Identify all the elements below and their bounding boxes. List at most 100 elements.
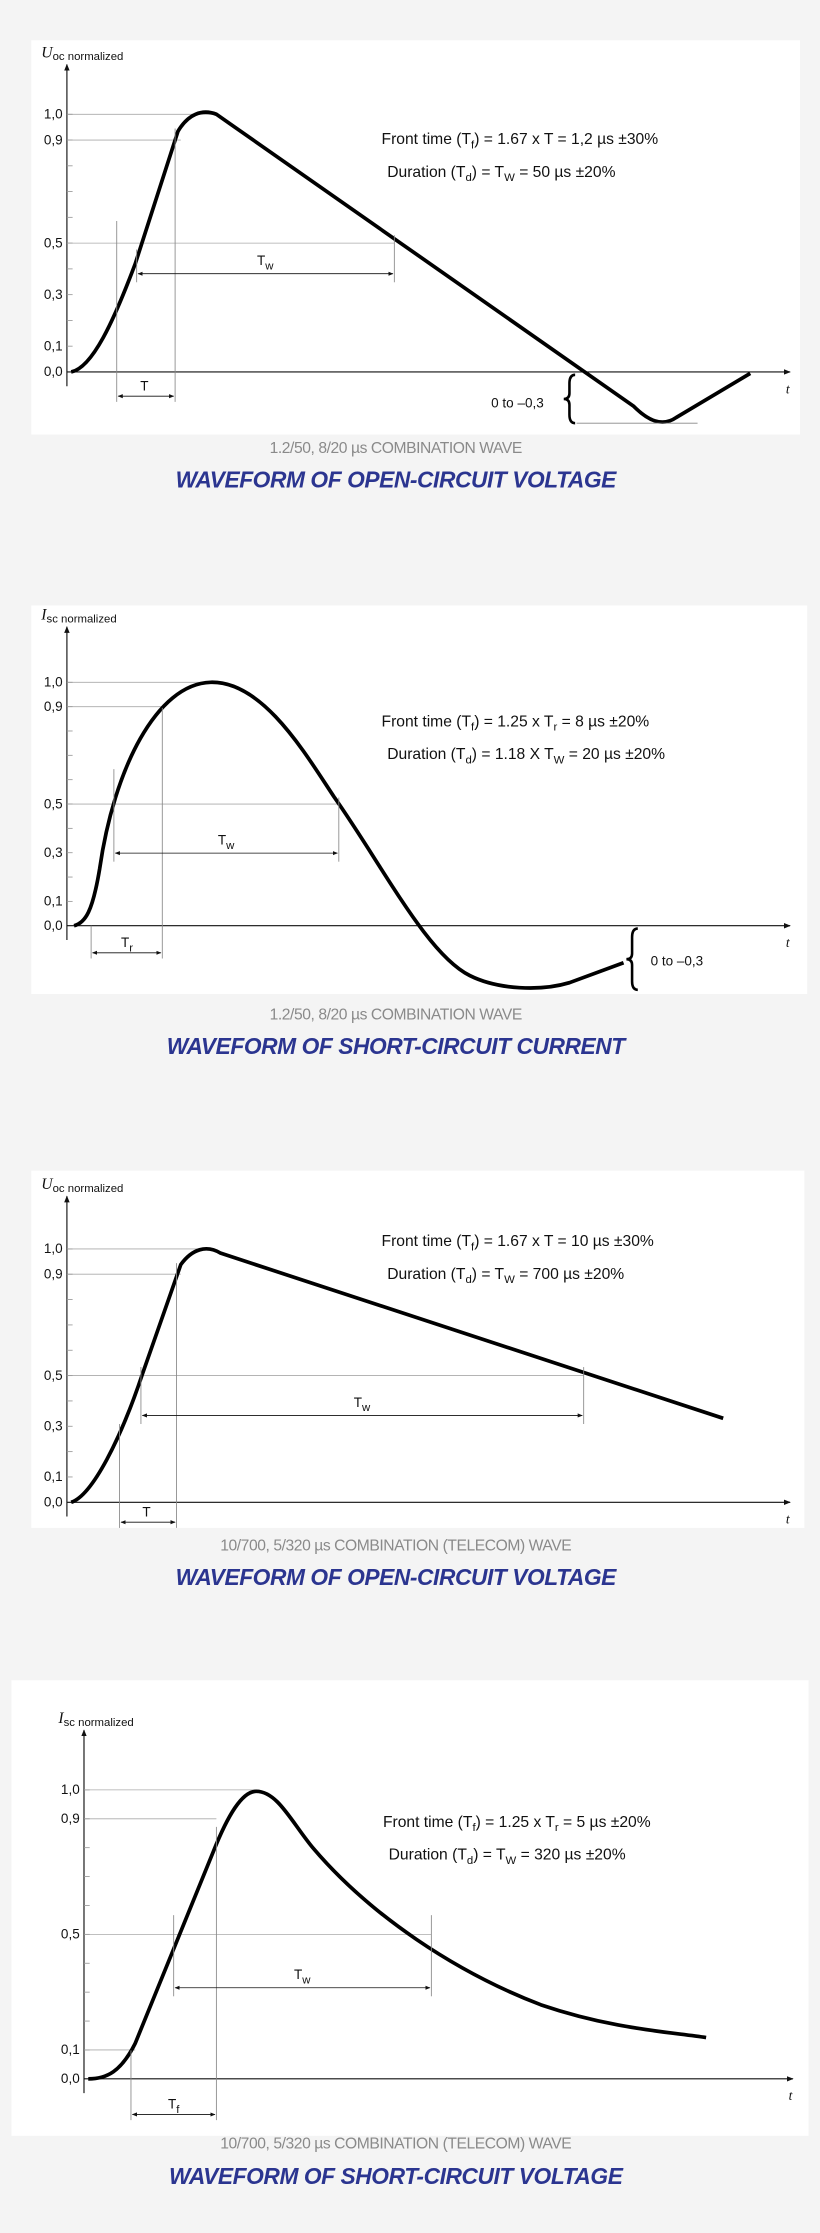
width-label: Tw <box>257 253 274 272</box>
panel-background <box>31 605 808 995</box>
duration-part: ) = 1.18 X T <box>472 746 554 763</box>
rise-label-part: f <box>176 2104 180 2116</box>
y-tick-label: 0,5 <box>44 1368 63 1383</box>
y-tick-label: 0,3 <box>44 845 63 860</box>
rise-label-part: T <box>168 2097 176 2112</box>
duration-part: W <box>506 1855 517 1867</box>
y-symbol: U <box>41 44 54 61</box>
rise-label: Tf <box>168 2097 180 2116</box>
front-time: Front time (Tf) = 1.25 x Tr = 8 µs ±20% <box>382 713 650 733</box>
y-tick-label: 0,9 <box>44 699 63 714</box>
rise-label: T <box>142 1505 150 1520</box>
caption: 1.2/50, 8/20 µs COMBINATION WAVE <box>270 1007 522 1024</box>
front-time-part: r <box>553 722 557 734</box>
brace <box>626 927 638 992</box>
rise-label: T <box>140 378 148 393</box>
y-symbol: I <box>40 607 47 624</box>
y-tick-label: 0,0 <box>44 1495 63 1510</box>
front-time-part: Front time (T <box>382 713 472 730</box>
rise-label-part: T <box>142 1505 150 1520</box>
duration-part: ) = T <box>472 164 505 181</box>
width-label: Tw <box>218 833 235 852</box>
duration-part: d <box>465 1274 471 1286</box>
front-time-part: r <box>555 1822 559 1834</box>
front-time-part: Front time (T <box>382 1233 472 1250</box>
front-time-part: ) = 1.25 x T <box>474 713 554 730</box>
front-time: Front time (Tf) = 1.67 x T = 1,2 µs ±30% <box>382 131 659 151</box>
y-axis-label: Uoc normalized <box>41 44 123 63</box>
y-tick-label: 0,0 <box>44 364 63 379</box>
width-label-part: T <box>354 1395 362 1410</box>
y-tick-label: 0,3 <box>44 287 63 302</box>
y-tick-label: 0,1 <box>44 1469 63 1484</box>
width-label-part: w <box>264 260 274 272</box>
front-time-part: f <box>471 722 475 734</box>
undershoot-label: 0 to –0,3 <box>491 396 544 411</box>
y-symbol: U <box>41 1176 54 1193</box>
front-time-part: f <box>471 139 475 151</box>
waveform-curve <box>70 1247 724 1505</box>
duration-part: W <box>554 754 565 766</box>
duration-part: d <box>465 754 471 766</box>
y-tick-label: 1,0 <box>44 107 63 122</box>
waveform-curve <box>70 110 752 424</box>
duration-part: = 700 µs ±20% <box>515 1266 624 1283</box>
duration-part: W <box>504 172 515 184</box>
duration: Duration (Td) = TW = 700 µs ±20% <box>387 1266 624 1286</box>
width-label-part: w <box>301 1974 311 1986</box>
duration-part: Duration (T <box>387 164 466 181</box>
duration-part: = 20 µs ±20% <box>564 746 665 763</box>
width-label-part: w <box>361 1402 371 1414</box>
x-axis-label: t <box>786 1512 791 1527</box>
duration-part: Duration (T <box>387 1266 466 1283</box>
rise-label-part: T <box>121 935 129 950</box>
y-tick-label: 0,0 <box>44 918 63 933</box>
waveform-curve <box>73 680 625 990</box>
panel-background <box>11 1680 809 2136</box>
y-axis-label: Isc normalized <box>57 1710 133 1729</box>
y-tick-label: 1,0 <box>44 675 63 690</box>
y-tick-label: 0,5 <box>44 235 63 250</box>
duration-part: = 320 µs ±20% <box>516 1847 625 1864</box>
y-tick-label: 0,5 <box>44 796 63 811</box>
width-label-part: T <box>218 833 226 848</box>
brace <box>563 373 576 425</box>
front-time-part: ) = 1.25 x T <box>476 1814 556 1831</box>
front-time-part: Front time (T <box>383 1814 473 1831</box>
duration-part: Duration (T <box>389 1847 468 1864</box>
x-axis-label: t <box>786 381 791 396</box>
duration-part: ) = T <box>472 1266 505 1283</box>
caption: 1.2/50, 8/20 µs COMBINATION WAVE <box>270 440 522 457</box>
y-subscript: oc normalized <box>53 1183 124 1195</box>
panel-title: WAVEFORM OF OPEN-CIRCUIT VOLTAGE <box>176 1564 618 1590</box>
y-tick-label: 0,9 <box>44 1267 63 1282</box>
front-time: Front time (Tf) = 1.67 x T = 10 µs ±30% <box>382 1233 654 1253</box>
x-axis-label: t <box>786 935 791 950</box>
y-symbol: I <box>57 1710 64 1727</box>
waveform-curve <box>88 1789 707 2081</box>
rise-label: Tr <box>121 935 133 954</box>
y-tick-label: 0,0 <box>61 2071 80 2086</box>
y-tick-label: 0,1 <box>44 338 63 353</box>
panel-background <box>31 40 801 435</box>
rise-label-part: r <box>129 942 133 954</box>
width-label-part: T <box>294 1967 302 1982</box>
front-time-part: f <box>472 1822 476 1834</box>
caption: 10/700, 5/320 µs COMBINATION (TELECOM) W… <box>220 2136 571 2153</box>
y-tick-label: 0,3 <box>44 1419 63 1434</box>
width-label-part: T <box>257 253 265 268</box>
front-time-part: f <box>471 1241 475 1253</box>
panel-title: WAVEFORM OF OPEN-CIRCUIT VOLTAGE <box>176 466 618 492</box>
panel-background <box>31 1170 805 1528</box>
duration-part: = 50 µs ±20% <box>515 164 616 181</box>
width-label: Tw <box>354 1395 371 1414</box>
y-tick-label: 0,5 <box>61 1927 80 1942</box>
rise-label-part: T <box>140 378 148 393</box>
duration-part: Duration (T <box>387 746 466 763</box>
y-subscript: sc normalized <box>47 614 117 626</box>
panel-title: WAVEFORM OF SHORT-CIRCUIT CURRENT <box>167 1033 628 1059</box>
duration-part: d <box>467 1855 473 1867</box>
duration: Duration (Td) = TW = 320 µs ±20% <box>389 1847 626 1867</box>
